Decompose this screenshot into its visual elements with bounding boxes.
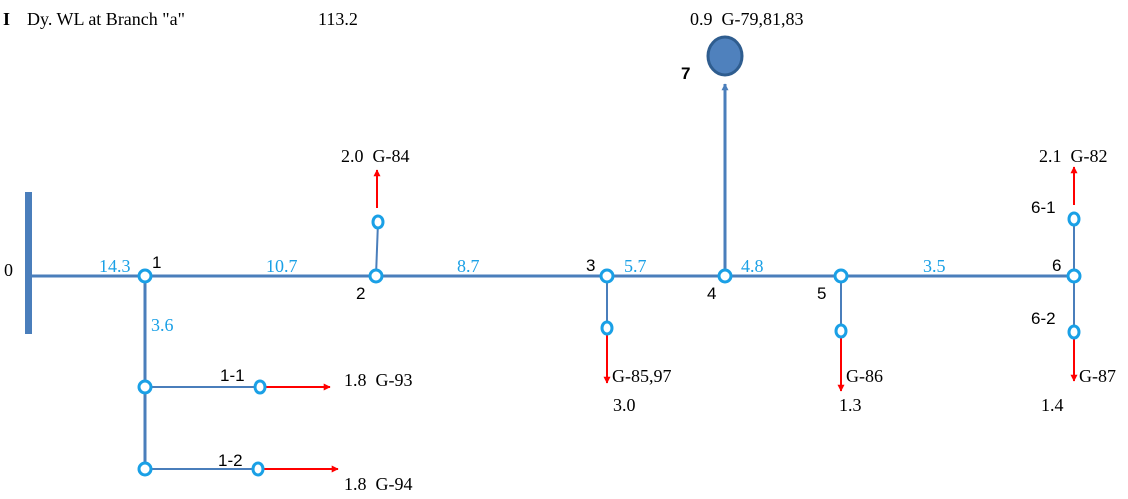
tank-label: 0.9 G-79,81,83 [690, 9, 804, 29]
segment-label-2-3: 8.7 [457, 256, 480, 276]
tank-icon [706, 35, 744, 77]
segment-label-3-4: 5.7 [624, 256, 647, 276]
segment-label-1-2: 10.7 [266, 256, 298, 276]
node-3 [599, 268, 615, 284]
node-1-2 [251, 461, 265, 477]
node-label-6: 6 [1052, 256, 1061, 275]
header-marker: I [3, 9, 10, 29]
node-label-6-2: 6-2 [1031, 309, 1056, 328]
outlet-label-g85-name: G-85,97 [612, 366, 672, 386]
node-5 [833, 268, 849, 284]
node-1-1 [253, 379, 267, 395]
segment-label-4-5: 4.8 [741, 256, 764, 276]
outlet-label-g85-flow: 3.0 [613, 395, 636, 415]
header-caption: Dy. WL at Branch "a" [27, 9, 185, 29]
node-4 [717, 268, 733, 284]
outlet-label-g86-flow: 1.3 [839, 395, 862, 415]
segment-label-1-down: 3.6 [151, 315, 174, 335]
node-label-3: 3 [586, 256, 595, 275]
node-1-junction-b [137, 461, 153, 477]
node-6-1 [1067, 211, 1081, 227]
node-label-1-1: 1-1 [220, 366, 245, 385]
node-label-6-1: 6-1 [1031, 198, 1056, 217]
node-label-1-2: 1-2 [218, 451, 243, 470]
segment-label-5-6: 3.5 [923, 256, 946, 276]
outlet-label-g86-name: G-86 [846, 366, 883, 386]
node-label-1: 1 [152, 253, 161, 272]
pipe-2-up [375, 221, 379, 277]
node-2 [368, 268, 384, 284]
node-label-2: 2 [356, 284, 365, 303]
outlet-label-g84: 2.0 G-84 [341, 146, 410, 166]
node-label-0: 0 [4, 260, 13, 280]
node-2-up [371, 214, 385, 230]
node-3-down [600, 320, 614, 336]
outlet-label-g93: 1.8 G-93 [344, 370, 413, 390]
node-1 [137, 268, 153, 284]
node-6 [1066, 268, 1082, 284]
node-5-down [834, 323, 848, 339]
node-label-4: 4 [707, 284, 716, 303]
outlet-label-g82: 2.1 G-82 [1039, 146, 1108, 166]
outlet-label-g87-flow: 1.4 [1041, 395, 1064, 415]
outlet-label-g94: 1.8 G-94 [344, 474, 413, 494]
source-bar [25, 192, 32, 334]
header-value: 113.2 [318, 9, 358, 29]
segment-label-0-1: 14.3 [99, 256, 131, 276]
node-1-junction-a [137, 379, 153, 395]
node-6-2 [1067, 324, 1081, 340]
outlet-label-g87-name: G-87 [1079, 366, 1116, 386]
node-label-5: 5 [817, 284, 826, 303]
node-label-7: 7 [681, 64, 690, 83]
